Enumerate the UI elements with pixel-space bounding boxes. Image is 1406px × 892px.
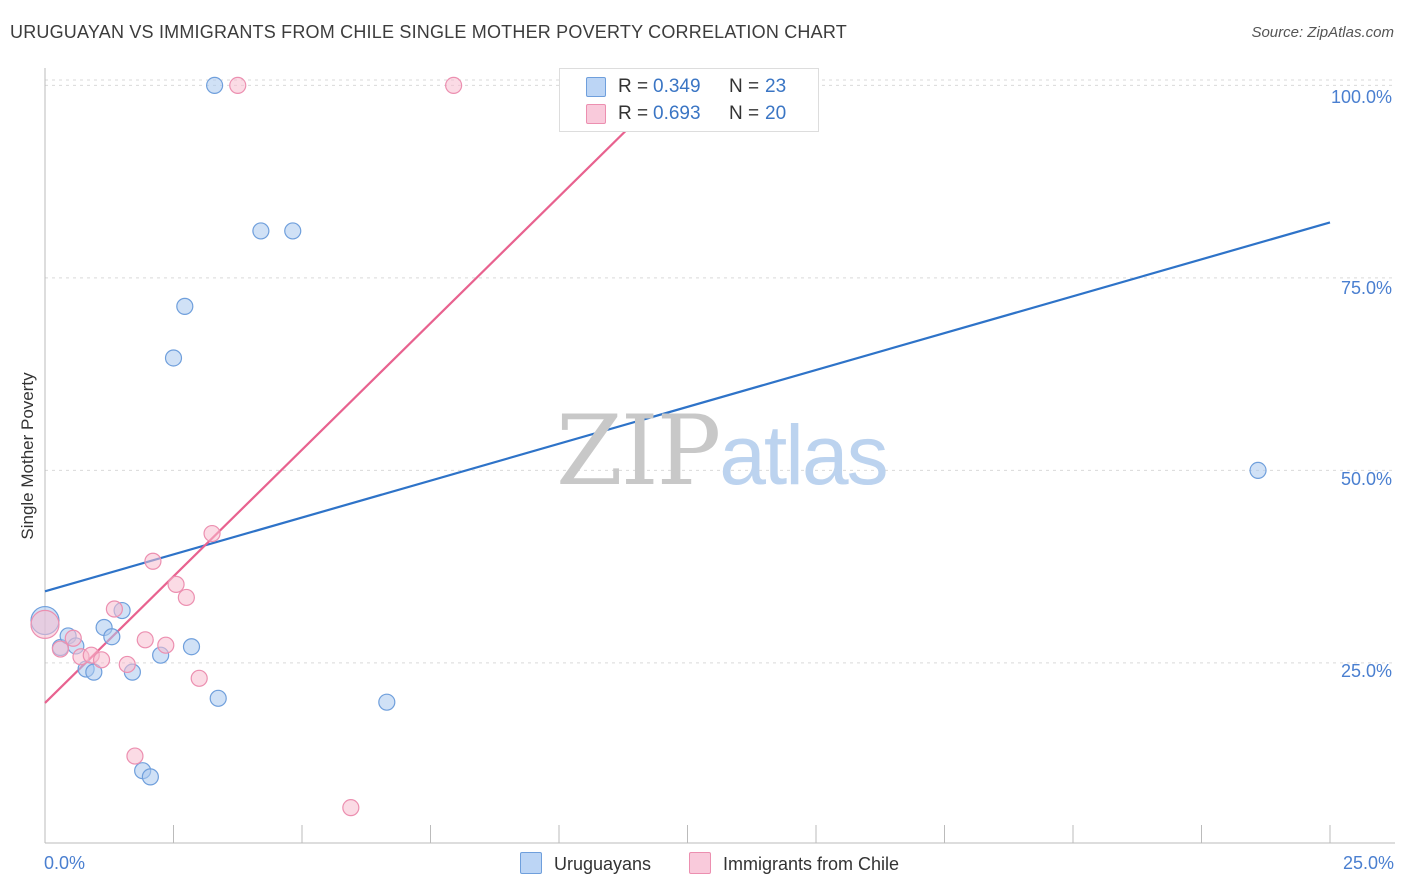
data-point-uruguayans (209, 689, 227, 707)
watermark: ZIPatlas (556, 395, 889, 507)
legend-item-uruguayans: Uruguayans (520, 852, 651, 875)
legend-r-label: R = (618, 76, 649, 97)
data-point-uruguayans (284, 222, 302, 240)
data-point-chile (30, 609, 60, 640)
data-point-chile (144, 552, 162, 570)
legend-label-uruguayans: Uruguayans (554, 854, 652, 874)
trend-line-chile (44, 69, 689, 704)
legend-label-chile: Immigrants from Chile (723, 854, 900, 874)
legend-item-chile: Immigrants from Chile (689, 852, 899, 875)
data-point-chile (157, 636, 175, 654)
legend-swatch-blue (520, 852, 542, 874)
y-tick-label-75: 75.0% (1340, 278, 1392, 298)
axes (44, 68, 1395, 844)
legend-r-value: 0.693 (653, 103, 701, 124)
data-point-uruguayans (176, 297, 194, 315)
data-point-chile (167, 575, 185, 593)
data-point-uruguayans (182, 638, 201, 656)
x-tick-label-min: 0.0% (44, 853, 86, 873)
data-point-chile (51, 640, 70, 658)
legend-n-label: N = (729, 103, 760, 124)
legend-n-label: N = (729, 76, 760, 97)
legend-swatch-pink (689, 852, 711, 874)
data-point-uruguayans (85, 663, 103, 681)
gridlines (45, 79, 1395, 664)
data-point-chile (445, 76, 463, 95)
data-point-chile (177, 588, 195, 607)
x-tick-label-max: 25.0% (1342, 853, 1394, 873)
data-point-chile (190, 669, 208, 687)
chart-title: URUGUAYAN VS IMMIGRANTS FROM CHILE SINGL… (10, 22, 847, 42)
data-point-uruguayans (206, 76, 224, 95)
data-point-chile (64, 629, 82, 647)
watermark-atlas: atlas (719, 408, 888, 502)
data-point-uruguayans (164, 349, 183, 367)
scatter-points (30, 76, 1267, 817)
y-tick-label-50: 50.0% (1340, 469, 1392, 489)
legend-swatch-pink (586, 104, 606, 124)
legend-n-value: 20 (765, 103, 787, 124)
data-point-uruguayans (103, 628, 121, 646)
data-point-uruguayans (378, 693, 396, 711)
data-point-chile (342, 799, 360, 817)
data-point-chile (136, 631, 154, 649)
data-point-chile (126, 747, 144, 765)
data-point-uruguayans (1249, 461, 1267, 479)
y-tick-label-100: 100.0% (1330, 87, 1392, 107)
data-point-chile (92, 651, 111, 669)
trend-line-uruguayans (44, 221, 1331, 593)
legend-r-label: R = (618, 103, 649, 124)
legend-r-value: 0.349 (653, 76, 701, 97)
trend-lines (44, 69, 1331, 704)
legend-swatch-blue (586, 77, 606, 97)
data-point-chile (229, 76, 247, 95)
watermark-zip: ZIP (556, 395, 721, 507)
y-tick-label-25: 25.0% (1340, 661, 1392, 681)
data-point-chile (118, 655, 136, 674)
source-credit: Source: ZipAtlas.com (1251, 24, 1394, 41)
data-point-uruguayans (141, 768, 159, 786)
data-point-uruguayans (252, 222, 270, 240)
stats-legend: R = 0.349 N = 23 R = 0.693 N = 20 (559, 68, 819, 132)
data-point-chile (203, 524, 221, 543)
legend-n-value: 23 (765, 76, 787, 97)
y-axis-label: Single Mother Poverty (18, 372, 37, 540)
data-point-chile (105, 600, 123, 618)
